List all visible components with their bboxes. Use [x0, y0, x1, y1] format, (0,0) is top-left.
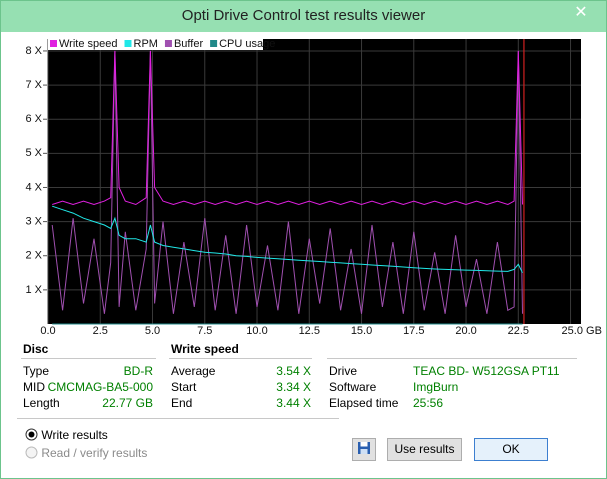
window-title: Opti Drive Control test results viewer	[181, 7, 426, 24]
radio-option[interactable]: Write results	[25, 428, 108, 442]
field-label: Average	[171, 364, 216, 378]
legend-label: RPM	[134, 38, 158, 50]
legend-label: Write speed	[59, 38, 118, 50]
legend-bg	[48, 36, 263, 50]
field-value: ImgBurn	[413, 380, 459, 394]
series-line	[52, 205, 523, 274]
section-title: Write speed	[171, 342, 239, 356]
plot-area	[48, 39, 581, 324]
legend-swatch	[50, 40, 57, 47]
field-label: Length	[23, 396, 60, 410]
x-tick-label: 5.0	[145, 325, 160, 337]
field-value: TEAC BD- W512GSA PT11	[413, 364, 560, 378]
close-button[interactable]: ✕	[560, 2, 602, 23]
section-title: Disc	[23, 342, 49, 356]
x-tick-label: 20.0	[455, 325, 476, 337]
field-label: Start	[171, 380, 197, 394]
legend-label: CPU usage	[219, 38, 275, 50]
legend-swatch	[124, 40, 132, 47]
field-label: Type	[23, 364, 50, 378]
x-tick-label: 10.0	[246, 325, 267, 337]
y-tick-label: 7 X	[25, 79, 42, 91]
field-value: 25:56	[413, 396, 444, 410]
x-tick-label: 0.0	[40, 325, 55, 337]
legend-label: Buffer	[174, 38, 203, 50]
legend-swatch	[210, 40, 218, 47]
radio-option[interactable]: Read / verify results	[25, 446, 147, 460]
y-tick-label: 6 X	[25, 113, 42, 125]
x-tick-label: 25.0 GB	[562, 325, 602, 337]
field-value: CMCMAG-BA5-000	[47, 380, 153, 394]
field-label: Drive	[329, 364, 358, 378]
field-label: Software	[329, 380, 377, 394]
x-tick-label: 22.5	[508, 325, 529, 337]
chart: 1 X 2 X 3 X 4 X 5 X 6 X 7 X 8 X 0.0 2.5 5.0 7.5 10.0…	[25, 36, 602, 337]
y-tick-label: 4 X	[25, 181, 42, 193]
series-line	[51, 50, 523, 314]
x-tick-label: 2.5	[93, 325, 108, 337]
y-tick-label: 3 X	[25, 216, 42, 228]
use-results-button[interactable]: Use results	[387, 438, 462, 461]
field-label: End	[171, 396, 193, 410]
radio-label: Write results	[41, 428, 108, 442]
title-bar: Opti Drive Control test results viewer ✕	[1, 1, 606, 32]
field-value: 22.77 GB	[102, 396, 153, 410]
field-value: 3.44 X	[276, 396, 311, 410]
x-tick-label: 7.5	[197, 325, 212, 337]
x-tick-label: 17.5	[403, 325, 424, 337]
legend-swatch	[164, 40, 172, 47]
x-tick-label: 12.5	[299, 325, 320, 337]
y-tick-label: 5 X	[25, 147, 42, 159]
y-tick-label: 1 X	[25, 284, 42, 296]
series-line	[52, 50, 523, 206]
field-value: 3.34 X	[276, 380, 311, 394]
y-tick-label: 2 X	[25, 250, 42, 262]
radio-label: Read / verify results	[41, 446, 148, 460]
x-tick-label: 15.0	[351, 325, 372, 337]
y-tick-label: 8 X	[25, 45, 42, 57]
field-label: MID	[23, 380, 45, 394]
field-value: BD-R	[123, 364, 153, 378]
save-button[interactable]	[352, 438, 376, 461]
field-value: 3.54 X	[276, 364, 311, 378]
ok-button[interactable]: OK	[474, 438, 548, 461]
field-label: Elapsed time	[329, 396, 399, 410]
